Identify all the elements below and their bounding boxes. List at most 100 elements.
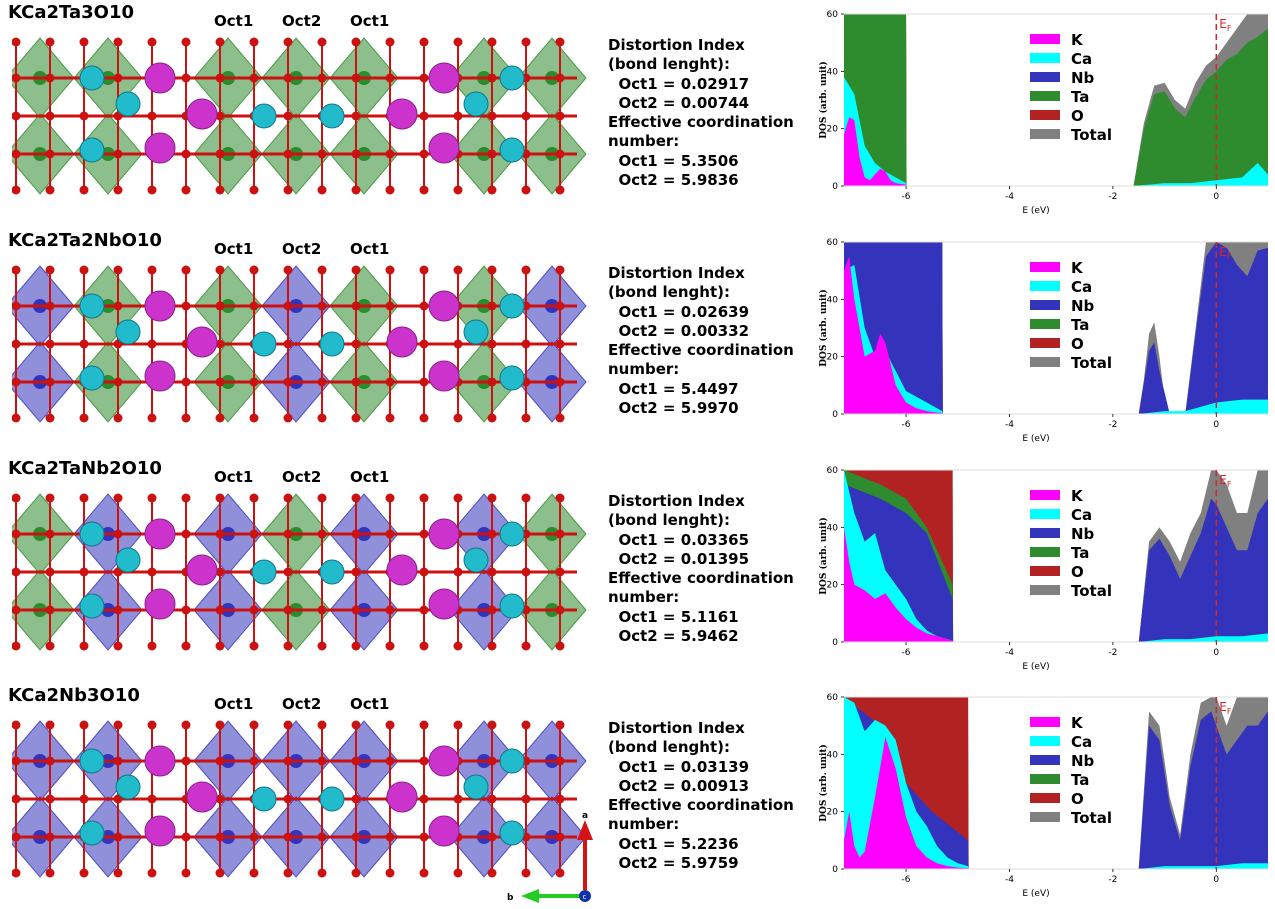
oxygen-atom (12, 641, 21, 651)
oxygen-atom (12, 301, 21, 311)
oxygen-atom (113, 413, 123, 423)
oxygen-atom (113, 301, 123, 311)
oxygen-atom (385, 301, 395, 311)
x-tick-label: 0 (1213, 420, 1219, 430)
potassium-atom (428, 360, 460, 392)
oxygen-atom (181, 832, 191, 842)
oxygen-atom (317, 720, 327, 730)
y-axis-title: DOS (arb. unit) (818, 744, 829, 822)
potassium-atom (386, 554, 418, 586)
x-tick-label: -2 (1108, 875, 1117, 885)
oxygen-atom (283, 301, 293, 311)
oxygen-atom (45, 529, 55, 539)
info-line: number: (608, 815, 680, 834)
oxygen-atom (12, 868, 21, 878)
calcium-atom (463, 547, 489, 573)
oxygen-atom (385, 377, 395, 387)
oxygen-atom (419, 73, 429, 83)
oxygen-atom (249, 301, 259, 311)
oxygen-atom (215, 641, 225, 651)
y-axis-title: DOS (arb. unit) (818, 517, 829, 595)
oxygen-atom (385, 641, 395, 651)
panel-2: KCa2Ta2NbO10 Oct1 Oct2 Oct1 Distortion Index… (0, 228, 1275, 454)
y-tick-label: 0 (832, 182, 838, 192)
legend-label-o: O (1071, 107, 1084, 125)
oxygen-atom (385, 185, 395, 195)
y-tick-label: 60 (827, 693, 839, 703)
legend-label-ta: Ta (1071, 88, 1089, 106)
oxygen-atom (215, 73, 225, 83)
dos-area-k (844, 117, 1268, 186)
legend-label-ca: Ca (1071, 278, 1092, 296)
oxygen-atom (181, 37, 191, 47)
legend-swatch-nb (1030, 300, 1060, 310)
legend-label-o: O (1071, 335, 1084, 353)
x-tick-label: -4 (1005, 192, 1014, 202)
structure-svg (12, 720, 587, 878)
info-line: Oct2 = 0.00332 (608, 321, 750, 340)
oxygen-atom (555, 185, 565, 195)
oxygen-atom (555, 493, 565, 503)
potassium-atom (144, 745, 176, 777)
info-line: Distortion Index (608, 492, 745, 510)
oxygen-atom (487, 720, 497, 730)
oxygen-atom (487, 413, 497, 423)
oxygen-atom (351, 377, 361, 387)
legend-swatch-o (1030, 338, 1060, 348)
legend-label-ca: Ca (1071, 506, 1092, 524)
x-tick-label: -6 (902, 192, 911, 202)
oxygen-atom (45, 868, 55, 878)
oxygen-atom (113, 832, 123, 842)
oxygen-atom (215, 493, 225, 503)
dos-chart: EF 0 20 40 60 -6 -4 -2 0 E (eV) DOS (arb. unit) K Ca… (808, 0, 1275, 226)
potassium-atom (186, 781, 218, 813)
calcium-atom (79, 293, 105, 319)
legend-label-k: K (1071, 31, 1084, 49)
oxygen-atom (12, 756, 21, 766)
info-line: Oct1 = 0.03139 (608, 757, 750, 776)
octahedron-label: Oct2 (282, 12, 322, 30)
potassium-atom (186, 98, 218, 130)
oxygen-atom (283, 720, 293, 730)
info-line: (bond lenght): (608, 55, 730, 74)
oxygen-atom (521, 185, 531, 195)
info-line: Distortion Index (608, 719, 745, 737)
oxygen-atom (487, 529, 497, 539)
oxygen-atom (419, 641, 429, 651)
oxygen-atom (555, 794, 565, 804)
oxygen-atom (45, 185, 55, 195)
oxygen-atom (555, 720, 565, 730)
oxygen-atom (419, 794, 429, 804)
oxygen-atom (181, 377, 191, 387)
oxygen-atom (385, 605, 395, 615)
potassium-atom (428, 588, 460, 620)
potassium-atom (428, 745, 460, 777)
oxygen-atom (487, 377, 497, 387)
calcium-atom (115, 547, 141, 573)
potassium-atom (144, 815, 176, 847)
oxygen-atom (521, 413, 531, 423)
compound-title: KCa2Ta2NbO10 (8, 230, 162, 251)
oxygen-atom (113, 641, 123, 651)
oxygen-atom (453, 37, 463, 47)
legend-swatch-nb (1030, 755, 1060, 765)
oxygen-atom (79, 567, 89, 577)
oxygen-atom (249, 413, 259, 423)
dos-chart-svg: EF 0 20 40 60 -6 -4 -2 0 E (eV) DOS (arb. unit) KCa… (818, 238, 1268, 444)
dos-chart-svg: EF 0 20 40 60 -6 -4 -2 0 E (eV) DOS (arb. unit) KCa… (818, 10, 1268, 216)
oxygen-atom (419, 265, 429, 275)
oxygen-atom (317, 73, 327, 83)
oxygen-atom (79, 794, 89, 804)
oxygen-atom (249, 37, 259, 47)
oxygen-atom (487, 265, 497, 275)
oxygen-atom (419, 605, 429, 615)
y-tick-label: 60 (827, 238, 839, 248)
calcium-atom (463, 319, 489, 345)
oxygen-atom (113, 868, 123, 878)
info-line: Oct2 = 5.9836 (608, 171, 739, 190)
legend-swatch-o (1030, 566, 1060, 576)
potassium-atom (428, 518, 460, 550)
oxygen-atom (351, 111, 361, 121)
info-line: Oct1 = 0.03365 (608, 530, 750, 549)
oxygen-atom (45, 149, 55, 159)
